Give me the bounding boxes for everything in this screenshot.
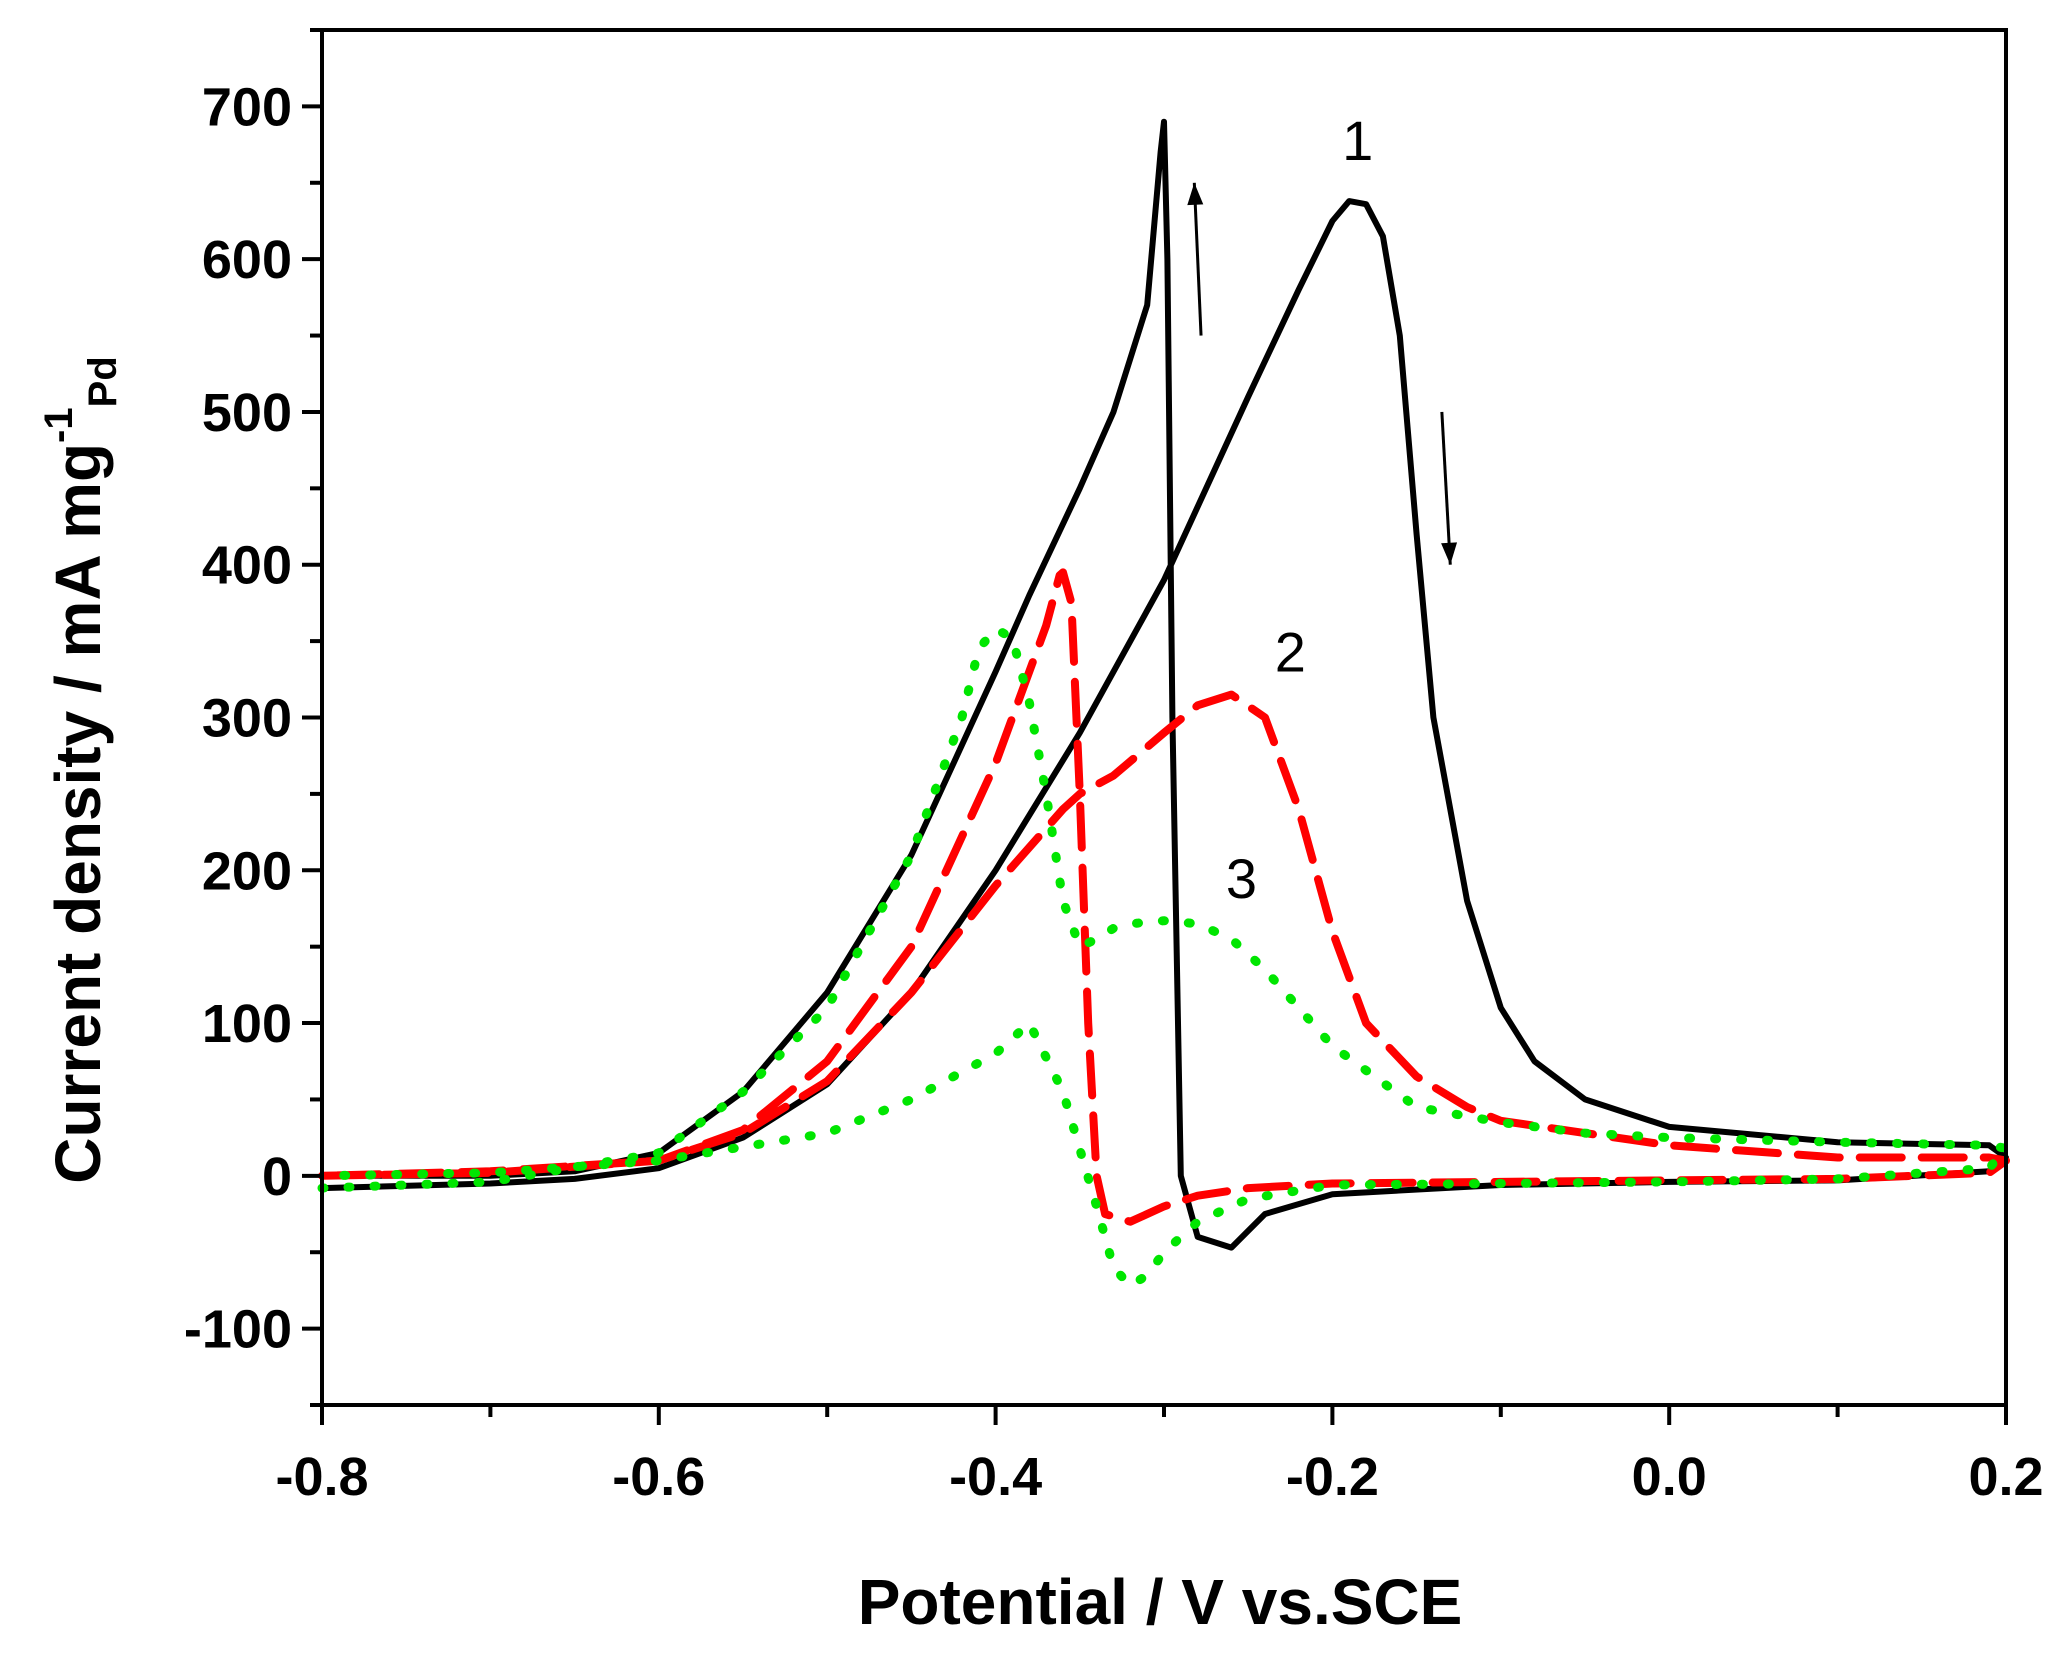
x-tick-label: -0.2 bbox=[1286, 1447, 1379, 1507]
y-axis-title-subscript: Pd bbox=[81, 356, 125, 407]
y-tick-label: 200 bbox=[202, 841, 292, 901]
y-axis-title-main: Current density / mA mg bbox=[42, 443, 114, 1184]
scan-arrow-down-shaft bbox=[1440, 411, 1452, 565]
x-axis-title: Potential / V vs.SCE bbox=[858, 1566, 1463, 1638]
y-tick-label: 0 bbox=[262, 1147, 292, 1207]
y-tick-label: 400 bbox=[202, 536, 292, 596]
y-tick-label: 100 bbox=[202, 994, 292, 1054]
y-axis-title: Current density / mA mg-1Pd bbox=[37, 356, 125, 1184]
scan-arrow-up-shaft bbox=[1192, 182, 1203, 336]
y-tick-label: 500 bbox=[202, 383, 292, 443]
y-axis-title-superscript: -1 bbox=[37, 407, 81, 443]
scan-arrow-down-head bbox=[1441, 542, 1458, 565]
x-tick-label: -0.6 bbox=[612, 1447, 705, 1507]
axes-layer: -0.8 -0.6 -0.4 -0.2 0.0 0.2 -100 0 100 200 300 400 5… bbox=[184, 28, 2044, 1507]
annotation-layer: 1 2 3 bbox=[1187, 109, 1458, 910]
curve-label-1: 1 bbox=[1342, 109, 1373, 172]
y-tick-label: 700 bbox=[202, 77, 292, 137]
curve-label-2: 2 bbox=[1275, 621, 1306, 684]
y-tick-label: -100 bbox=[184, 1300, 292, 1360]
y-tick-label: 600 bbox=[202, 230, 292, 290]
x-tick-label: -0.4 bbox=[949, 1447, 1042, 1507]
series-1-line bbox=[319, 118, 2009, 1251]
x-tick-label: 0.0 bbox=[1632, 1447, 1707, 1507]
curve-label-3: 3 bbox=[1226, 847, 1257, 910]
x-tick-label: 0.2 bbox=[1968, 1447, 2043, 1507]
y-tick-label: 300 bbox=[202, 689, 292, 749]
x-tick-label: -0.8 bbox=[275, 1447, 368, 1507]
scan-arrow-up-head bbox=[1187, 182, 1204, 206]
